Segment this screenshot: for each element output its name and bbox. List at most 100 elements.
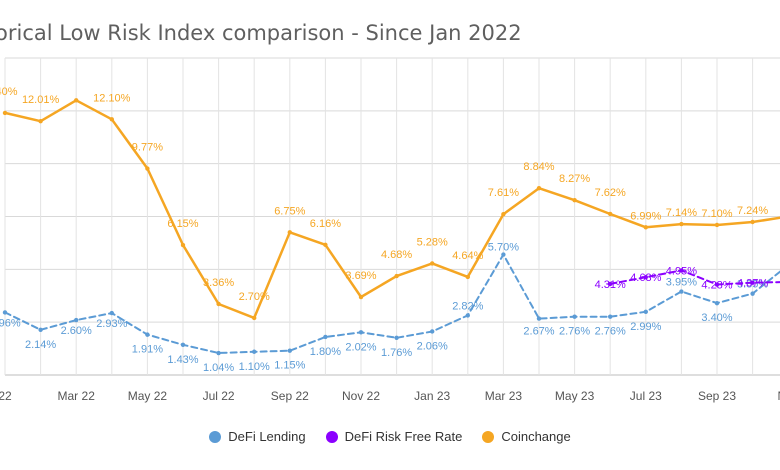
- legend-item: Coinchange: [482, 429, 571, 444]
- data-label: 4.37%: [737, 278, 768, 290]
- data-point: [252, 349, 257, 354]
- chart-legend: DeFi Lending DeFi Risk Free Rate Coinchang…: [0, 429, 780, 444]
- data-point: [679, 289, 684, 294]
- data-label: 1.91%: [132, 344, 163, 356]
- data-label: 2.02%: [345, 341, 376, 353]
- series-line-defi-risk-free-rate: [609, 269, 780, 286]
- x-tick-label: May 22: [128, 389, 168, 403]
- data-label: 4.63%: [630, 272, 661, 284]
- data-label: 8.27%: [559, 173, 590, 185]
- data-label: 6.16%: [310, 218, 341, 230]
- data-label: 2.96%: [0, 317, 21, 329]
- data-label: 7.61%: [488, 187, 519, 199]
- data-point: [109, 117, 115, 122]
- data-label: 7.24%: [737, 205, 768, 217]
- data-point: [643, 309, 648, 315]
- data-label: 2.60%: [61, 325, 92, 337]
- data-point: [714, 222, 720, 228]
- data-point: [643, 225, 648, 230]
- data-point: [465, 274, 470, 280]
- data-label: 1.76%: [381, 347, 412, 359]
- data-label: 3.95%: [666, 277, 697, 289]
- data-point: [608, 211, 613, 217]
- legend-label: DeFi Risk Free Rate: [344, 429, 463, 444]
- data-label: 2.70%: [239, 291, 270, 303]
- data-label: 4.95%: [666, 265, 697, 277]
- data-point: [252, 315, 257, 321]
- x-tick-label: Jul 23: [630, 389, 662, 403]
- data-point: [572, 314, 577, 319]
- data-label: 9.77%: [132, 142, 163, 154]
- data-point: [465, 313, 470, 318]
- data-label: 8.84%: [523, 161, 554, 173]
- data-label: 2.99%: [630, 321, 661, 333]
- data-point: [750, 291, 755, 296]
- data-point: [430, 261, 435, 266]
- data-point: [145, 332, 150, 337]
- x-tick-label: Jul 22: [203, 389, 235, 403]
- data-label: 1.04%: [203, 362, 234, 374]
- data-label: 5.70%: [488, 242, 519, 254]
- legend-item: DeFi Risk Free Rate: [325, 429, 463, 444]
- x-tick-label: 22: [0, 389, 12, 403]
- data-label: 6.99%: [630, 210, 661, 222]
- x-tick-label: Nov: [778, 389, 780, 403]
- data-label: 2.14%: [25, 339, 56, 351]
- data-label: 12.01%: [22, 94, 60, 106]
- data-label: 2.76%: [559, 326, 590, 338]
- data-point: [501, 211, 506, 217]
- data-label: 5.28%: [417, 236, 448, 248]
- data-point: [287, 230, 292, 235]
- x-tick-label: Mar 23: [485, 389, 523, 403]
- data-point: [38, 118, 43, 124]
- data-label: 3.40%: [701, 312, 732, 324]
- data-label: 6.75%: [274, 205, 305, 217]
- data-point: [394, 273, 399, 279]
- x-tick-label: Mar 22: [58, 389, 96, 403]
- data-label: 2.06%: [417, 340, 448, 352]
- data-point: [38, 327, 43, 332]
- legend-label: DeFi Lending: [228, 429, 306, 444]
- data-point: [679, 268, 684, 273]
- data-point: [358, 294, 364, 300]
- data-point: [323, 334, 328, 340]
- data-point: [109, 310, 115, 316]
- data-point: [287, 348, 292, 353]
- legend-marker-icon: [325, 430, 338, 443]
- data-label: 7.10%: [701, 208, 732, 220]
- data-point: [74, 317, 79, 323]
- data-point: [608, 281, 613, 287]
- data-point: [180, 242, 186, 248]
- data-label: 2.76%: [595, 326, 626, 338]
- data-label: 4.64%: [452, 250, 483, 262]
- data-point: [536, 316, 542, 321]
- data-point: [323, 242, 328, 248]
- data-point: [750, 219, 755, 225]
- data-label: 1.80%: [310, 346, 341, 358]
- data-label: 3.36%: [203, 277, 234, 289]
- data-label: 2.82%: [452, 300, 483, 312]
- data-point: [2, 310, 8, 315]
- data-point: [714, 282, 720, 287]
- data-point: [643, 274, 648, 280]
- x-tick-label: Sep 23: [698, 389, 736, 403]
- legend-marker-icon: [482, 430, 495, 443]
- data-point: [74, 98, 79, 103]
- series-line-coinchange: [3, 99, 780, 320]
- legend-label: Coinchange: [501, 429, 571, 444]
- data-label: 7.62%: [595, 187, 626, 199]
- data-label: 12.10%: [93, 92, 131, 104]
- data-label: 1.10%: [239, 361, 270, 373]
- data-point: [572, 198, 577, 203]
- data-label: 6.15%: [167, 218, 198, 230]
- data-point: [216, 350, 221, 356]
- data-point: [2, 110, 8, 116]
- data-point: [501, 252, 506, 257]
- data-point: [430, 329, 435, 334]
- x-tick-label: Nov 22: [342, 389, 380, 403]
- data-point: [679, 221, 684, 227]
- data-point: [180, 342, 186, 347]
- data-point: [394, 335, 399, 341]
- data-label: 1.15%: [274, 360, 305, 372]
- data-label: 7.14%: [666, 207, 697, 219]
